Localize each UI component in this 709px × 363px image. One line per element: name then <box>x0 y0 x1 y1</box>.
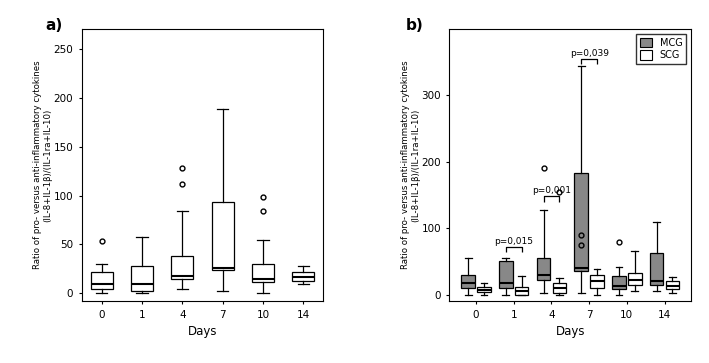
PathPatch shape <box>574 173 588 272</box>
X-axis label: Days: Days <box>188 325 217 338</box>
PathPatch shape <box>91 272 113 289</box>
PathPatch shape <box>292 272 314 281</box>
PathPatch shape <box>591 275 604 288</box>
Text: p=0,039: p=0,039 <box>569 49 608 58</box>
PathPatch shape <box>462 275 475 288</box>
PathPatch shape <box>515 287 528 295</box>
Text: a): a) <box>45 18 62 33</box>
PathPatch shape <box>537 258 550 280</box>
X-axis label: Days: Days <box>556 325 585 338</box>
PathPatch shape <box>172 256 194 279</box>
PathPatch shape <box>628 273 642 285</box>
PathPatch shape <box>666 281 679 289</box>
PathPatch shape <box>650 253 664 285</box>
Text: p=0,001: p=0,001 <box>532 186 571 195</box>
Text: p=0,015: p=0,015 <box>494 237 533 245</box>
PathPatch shape <box>612 276 626 289</box>
PathPatch shape <box>552 284 566 293</box>
PathPatch shape <box>499 261 513 288</box>
PathPatch shape <box>131 266 153 291</box>
PathPatch shape <box>252 264 274 282</box>
Y-axis label: Ratio of pro- versus anti-inflammatory cytokines
(IL-8+IL-1β)/(IL-1ra+IL-10): Ratio of pro- versus anti-inflammatory c… <box>401 61 420 269</box>
PathPatch shape <box>211 203 234 270</box>
Y-axis label: Ratio of pro- versus anti-inflammatory cytokines
(IL-8+IL-1β)/(IL-1ra+IL-10): Ratio of pro- versus anti-inflammatory c… <box>33 61 52 269</box>
Legend: MCG, SCG: MCG, SCG <box>637 34 686 64</box>
PathPatch shape <box>477 287 491 292</box>
Text: b): b) <box>406 18 423 33</box>
